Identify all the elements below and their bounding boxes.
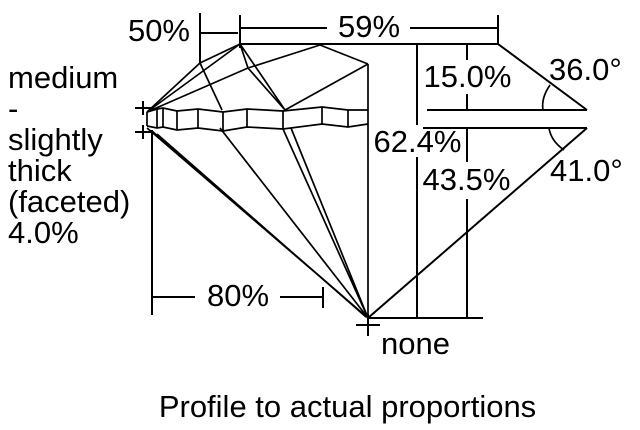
table-size-label: 59% [337, 9, 401, 44]
girdle-top-edge [146, 106, 368, 113]
crown-angle-label: 36.0° [549, 52, 622, 87]
crown-angle-arc [541, 84, 551, 111]
pavilion-angle-arc [548, 127, 565, 151]
angle-arcs [541, 84, 565, 151]
girdle-description-line: thick [8, 153, 72, 188]
table-size-dimension [240, 15, 499, 44]
dimension-lines [135, 13, 588, 336]
crown-facet-lines [146, 43, 369, 113]
lower-girdle-dimension [151, 130, 324, 315]
girdle-bottom-edge [146, 123, 369, 132]
girdle-band [146, 106, 369, 132]
pavilion-angle-lines [367, 127, 588, 319]
girdle-description-line: (faceted) [8, 184, 131, 219]
lower-girdle-label: 80% [206, 278, 270, 313]
pavilion-angle-label: 41.0° [550, 153, 623, 188]
girdle-description-line: slightly [8, 122, 103, 157]
girdle-description: medium - slightly thick (faceted) 4.0% [8, 62, 130, 248]
crown-height-label: 15.0% [423, 59, 512, 94]
total-depth-label: 62.4% [373, 124, 462, 159]
girdle-facet-ticks [146, 107, 349, 131]
culet-label: none [381, 326, 450, 361]
pavilion-facets [146, 127, 369, 319]
pavilion-facet-lines [146, 127, 369, 319]
crown-angle-lines [427, 43, 588, 111]
crown-facets [146, 43, 369, 318]
star-length-dimension [199, 13, 241, 63]
girdle-description-line: medium [8, 60, 119, 95]
pavilion-depth-label: 43.5% [422, 162, 511, 197]
girdle-description-line: 4.0% [8, 215, 79, 250]
diagram-caption: Profile to actual proportions [158, 389, 537, 424]
girdle-thickness-ticks [135, 101, 151, 139]
girdle-description-line: - [8, 91, 19, 126]
star-length-label: 50% [127, 13, 190, 48]
